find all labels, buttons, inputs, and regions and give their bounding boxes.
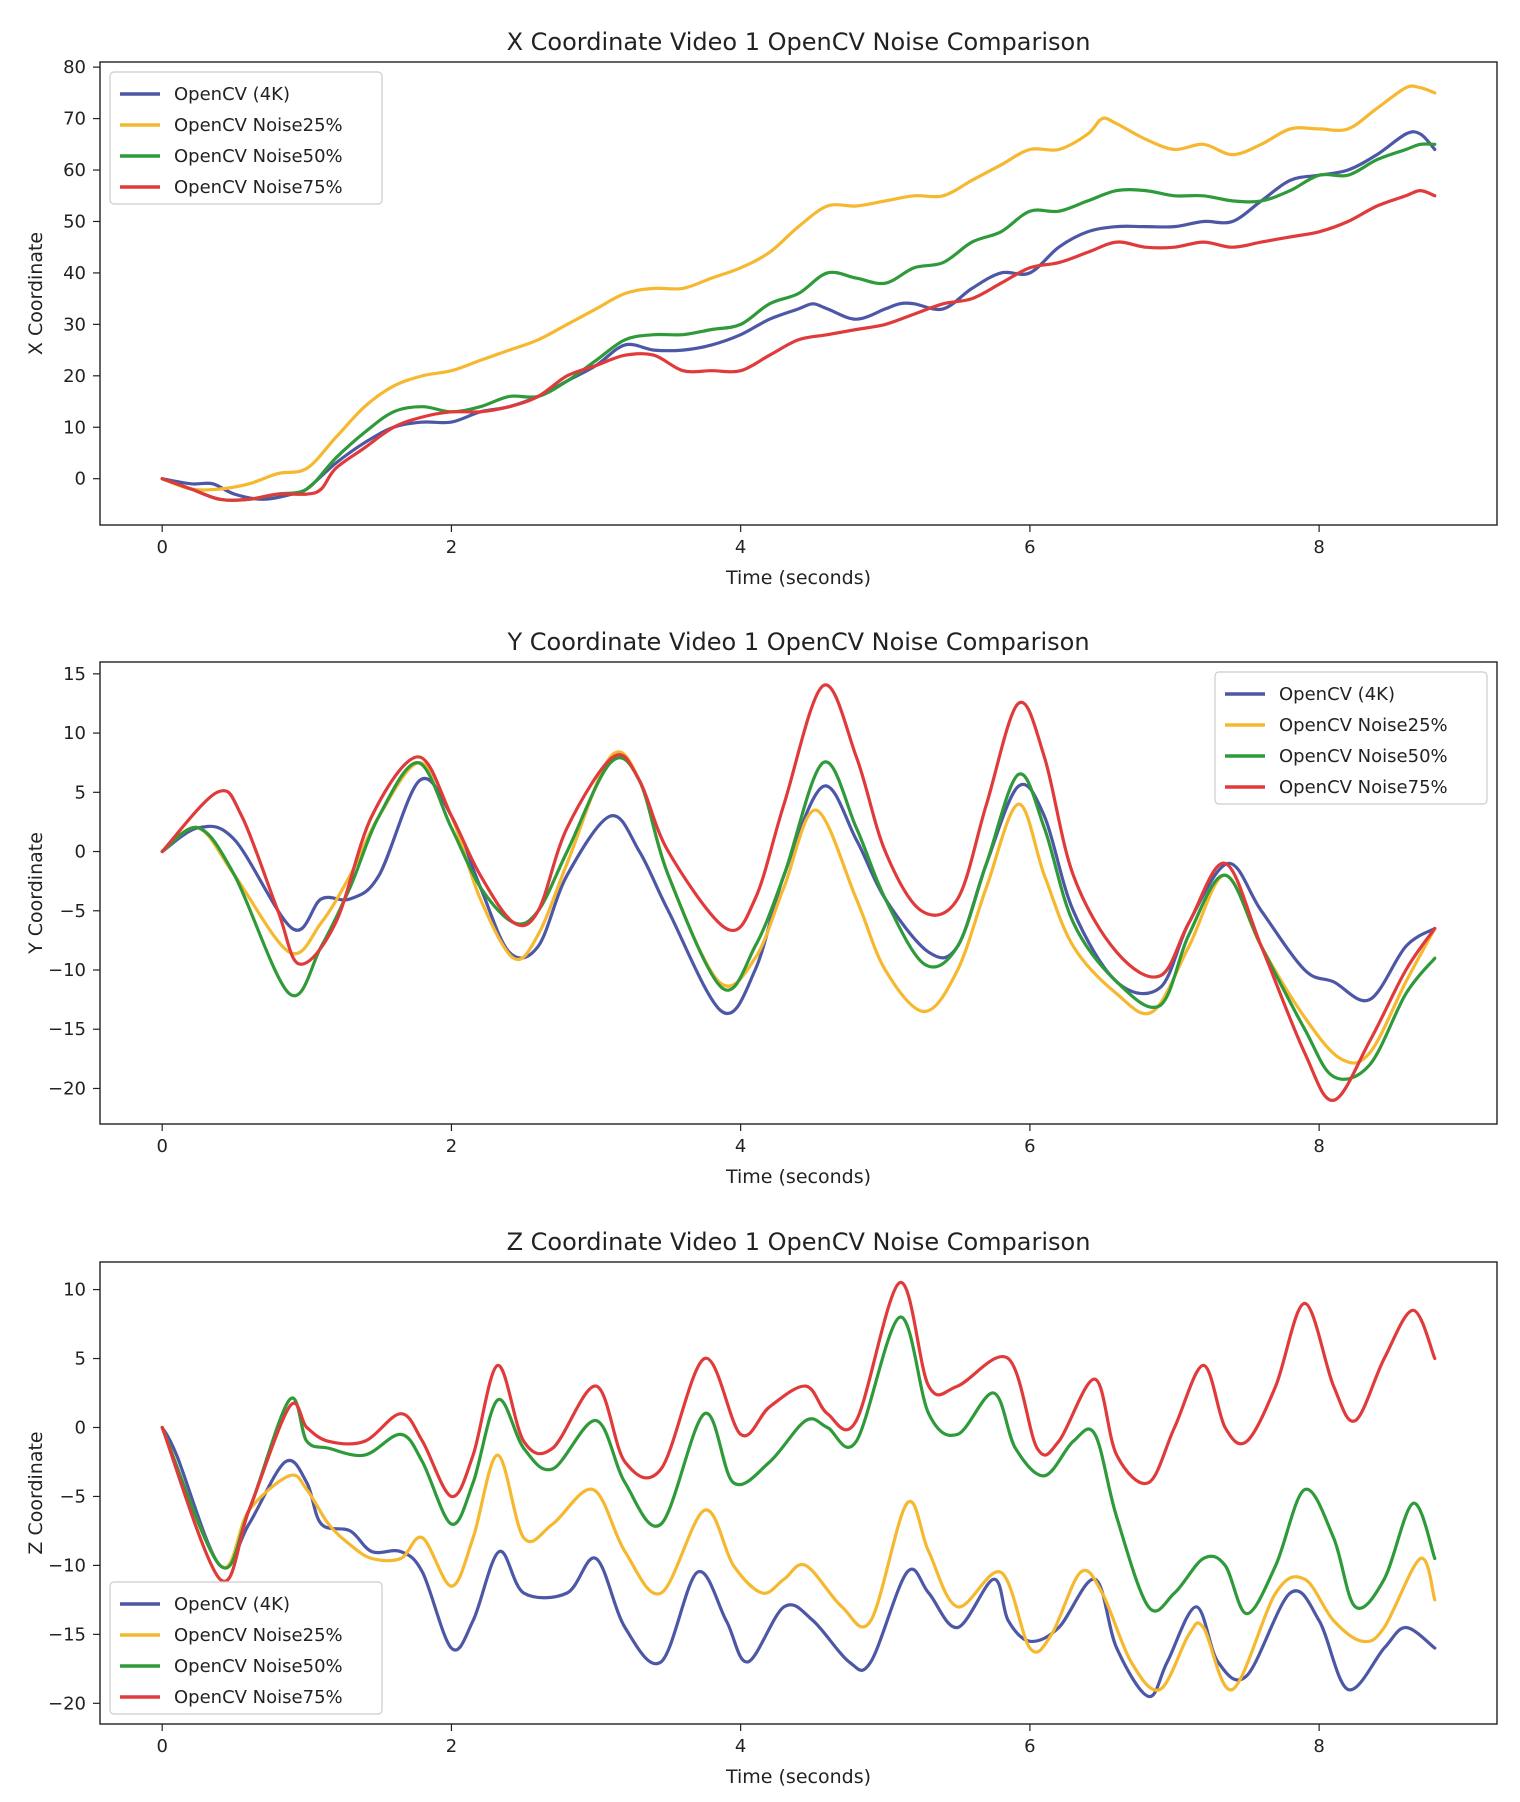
y-tick-label: 5	[75, 782, 86, 803]
x-tick-label: 6	[1024, 1736, 1035, 1757]
y-tick-label: 10	[63, 723, 86, 744]
x-axis-label: Time (seconds)	[725, 1766, 871, 1788]
series-line-noise50	[160, 756, 1437, 1081]
legend-box	[109, 1581, 383, 1715]
series-line-opencv-4k	[160, 1425, 1437, 1699]
plot-frame	[99, 661, 1498, 1125]
series-line-noise50	[160, 1315, 1437, 1616]
legend-entry: OpenCV (4K)	[174, 84, 290, 105]
x-tick-label: 0	[156, 1736, 167, 1757]
legend-entry: OpenCV Noise25%	[1279, 715, 1448, 736]
chart-title: Y Coordinate Video 1 OpenCV Noise Compar…	[506, 628, 1089, 656]
x-tick-label: 0	[156, 1136, 167, 1157]
legend: OpenCV (4K) OpenCV Noise25% OpenCV Noise50…	[109, 1581, 383, 1715]
y-axis-label: X Coordinate	[25, 232, 47, 355]
legend-entry: OpenCV (4K)	[174, 1594, 290, 1615]
legend-entry: OpenCV Noise75%	[174, 1687, 343, 1708]
x-tick-label: 2	[446, 1736, 457, 1757]
x-tick-label: 6	[1024, 1136, 1035, 1157]
series-line-opencv-4k	[160, 130, 1437, 501]
x-axis-label: Time (seconds)	[725, 1166, 871, 1188]
y-tick-label: 5	[75, 1349, 86, 1370]
x-tick-label: 4	[735, 1136, 746, 1157]
legend-entry: OpenCV Noise50%	[174, 146, 343, 167]
chart-y-coordinate: Y Coordinate Video 1 OpenCV Noise Compar…	[25, 628, 1498, 1188]
y-tick-label: −15	[48, 1019, 86, 1040]
chart-title: Z Coordinate Video 1 OpenCV Noise Compar…	[507, 1228, 1091, 1256]
x-tick-label: 2	[446, 537, 457, 558]
legend-entry: OpenCV Noise50%	[174, 1656, 343, 1677]
x-tick-label: 6	[1024, 537, 1035, 558]
legend-box	[109, 71, 383, 205]
chart-z-coordinate: Z Coordinate Video 1 OpenCV Noise Compar…	[25, 1228, 1498, 1788]
y-tick-label: −10	[48, 960, 86, 981]
legend-box	[1214, 671, 1488, 805]
series-line-noise75	[160, 683, 1437, 1102]
series-line-noise75	[160, 189, 1437, 502]
x-tick-label: 8	[1313, 1736, 1324, 1757]
y-tick-label: 10	[63, 1280, 86, 1301]
legend-entry: OpenCV Noise50%	[1279, 746, 1448, 767]
legend-entry: OpenCV Noise75%	[174, 177, 343, 198]
y-axis-label: Z Coordinate	[25, 1431, 47, 1554]
x-tick-label: 8	[1313, 537, 1324, 558]
legend-entry: OpenCV Noise25%	[174, 115, 343, 136]
y-tick-label: −20	[48, 1078, 86, 1099]
y-tick-label: −10	[48, 1555, 86, 1576]
series-line-noise25	[160, 1425, 1437, 1692]
series-line-opencv-4k	[160, 776, 1437, 1015]
y-tick-label: 15	[63, 664, 86, 685]
legend: OpenCV (4K) OpenCV Noise25% OpenCV Noise50…	[1214, 671, 1488, 805]
plot-frame	[99, 1261, 1498, 1725]
y-tick-label: 10	[63, 417, 86, 438]
x-tick-label: 4	[735, 1736, 746, 1757]
y-tick-label: 30	[63, 314, 86, 335]
y-tick-label: 0	[75, 842, 86, 863]
legend-entry: OpenCV Noise25%	[174, 1625, 343, 1646]
y-tick-label: 80	[63, 57, 86, 78]
y-tick-label: 0	[75, 469, 86, 490]
y-tick-label: 20	[63, 366, 86, 387]
y-tick-label: 0	[75, 1417, 86, 1438]
plot-frame	[99, 61, 1498, 526]
x-tick-label: 4	[735, 537, 746, 558]
chart-title: X Coordinate Video 1 OpenCV Noise Compar…	[507, 28, 1091, 56]
y-axis-label: Y Coordinate	[25, 832, 47, 955]
series-line-noise75	[160, 1281, 1437, 1583]
y-tick-label: −5	[59, 1486, 86, 1507]
legend-entry: OpenCV Noise75%	[1279, 777, 1448, 798]
legend-entry: OpenCV (4K)	[1279, 684, 1395, 705]
y-tick-label: 70	[63, 109, 86, 130]
x-tick-label: 2	[446, 1136, 457, 1157]
legend: OpenCV (4K) OpenCV Noise25% OpenCV Noise50…	[109, 71, 383, 205]
y-tick-label: 50	[63, 211, 86, 232]
y-tick-label: −15	[48, 1624, 86, 1645]
series-line-noise50	[160, 142, 1437, 502]
chart-x-coordinate: X Coordinate Video 1 OpenCV Noise Compar…	[25, 28, 1498, 589]
x-tick-label: 0	[156, 537, 167, 558]
x-axis-label: Time (seconds)	[725, 567, 871, 589]
y-tick-label: −20	[48, 1693, 86, 1714]
x-tick-label: 8	[1313, 1136, 1324, 1157]
y-tick-label: 40	[63, 263, 86, 284]
series-line-noise25	[160, 84, 1437, 492]
y-tick-label: 60	[63, 160, 86, 181]
y-tick-label: −5	[59, 901, 86, 922]
